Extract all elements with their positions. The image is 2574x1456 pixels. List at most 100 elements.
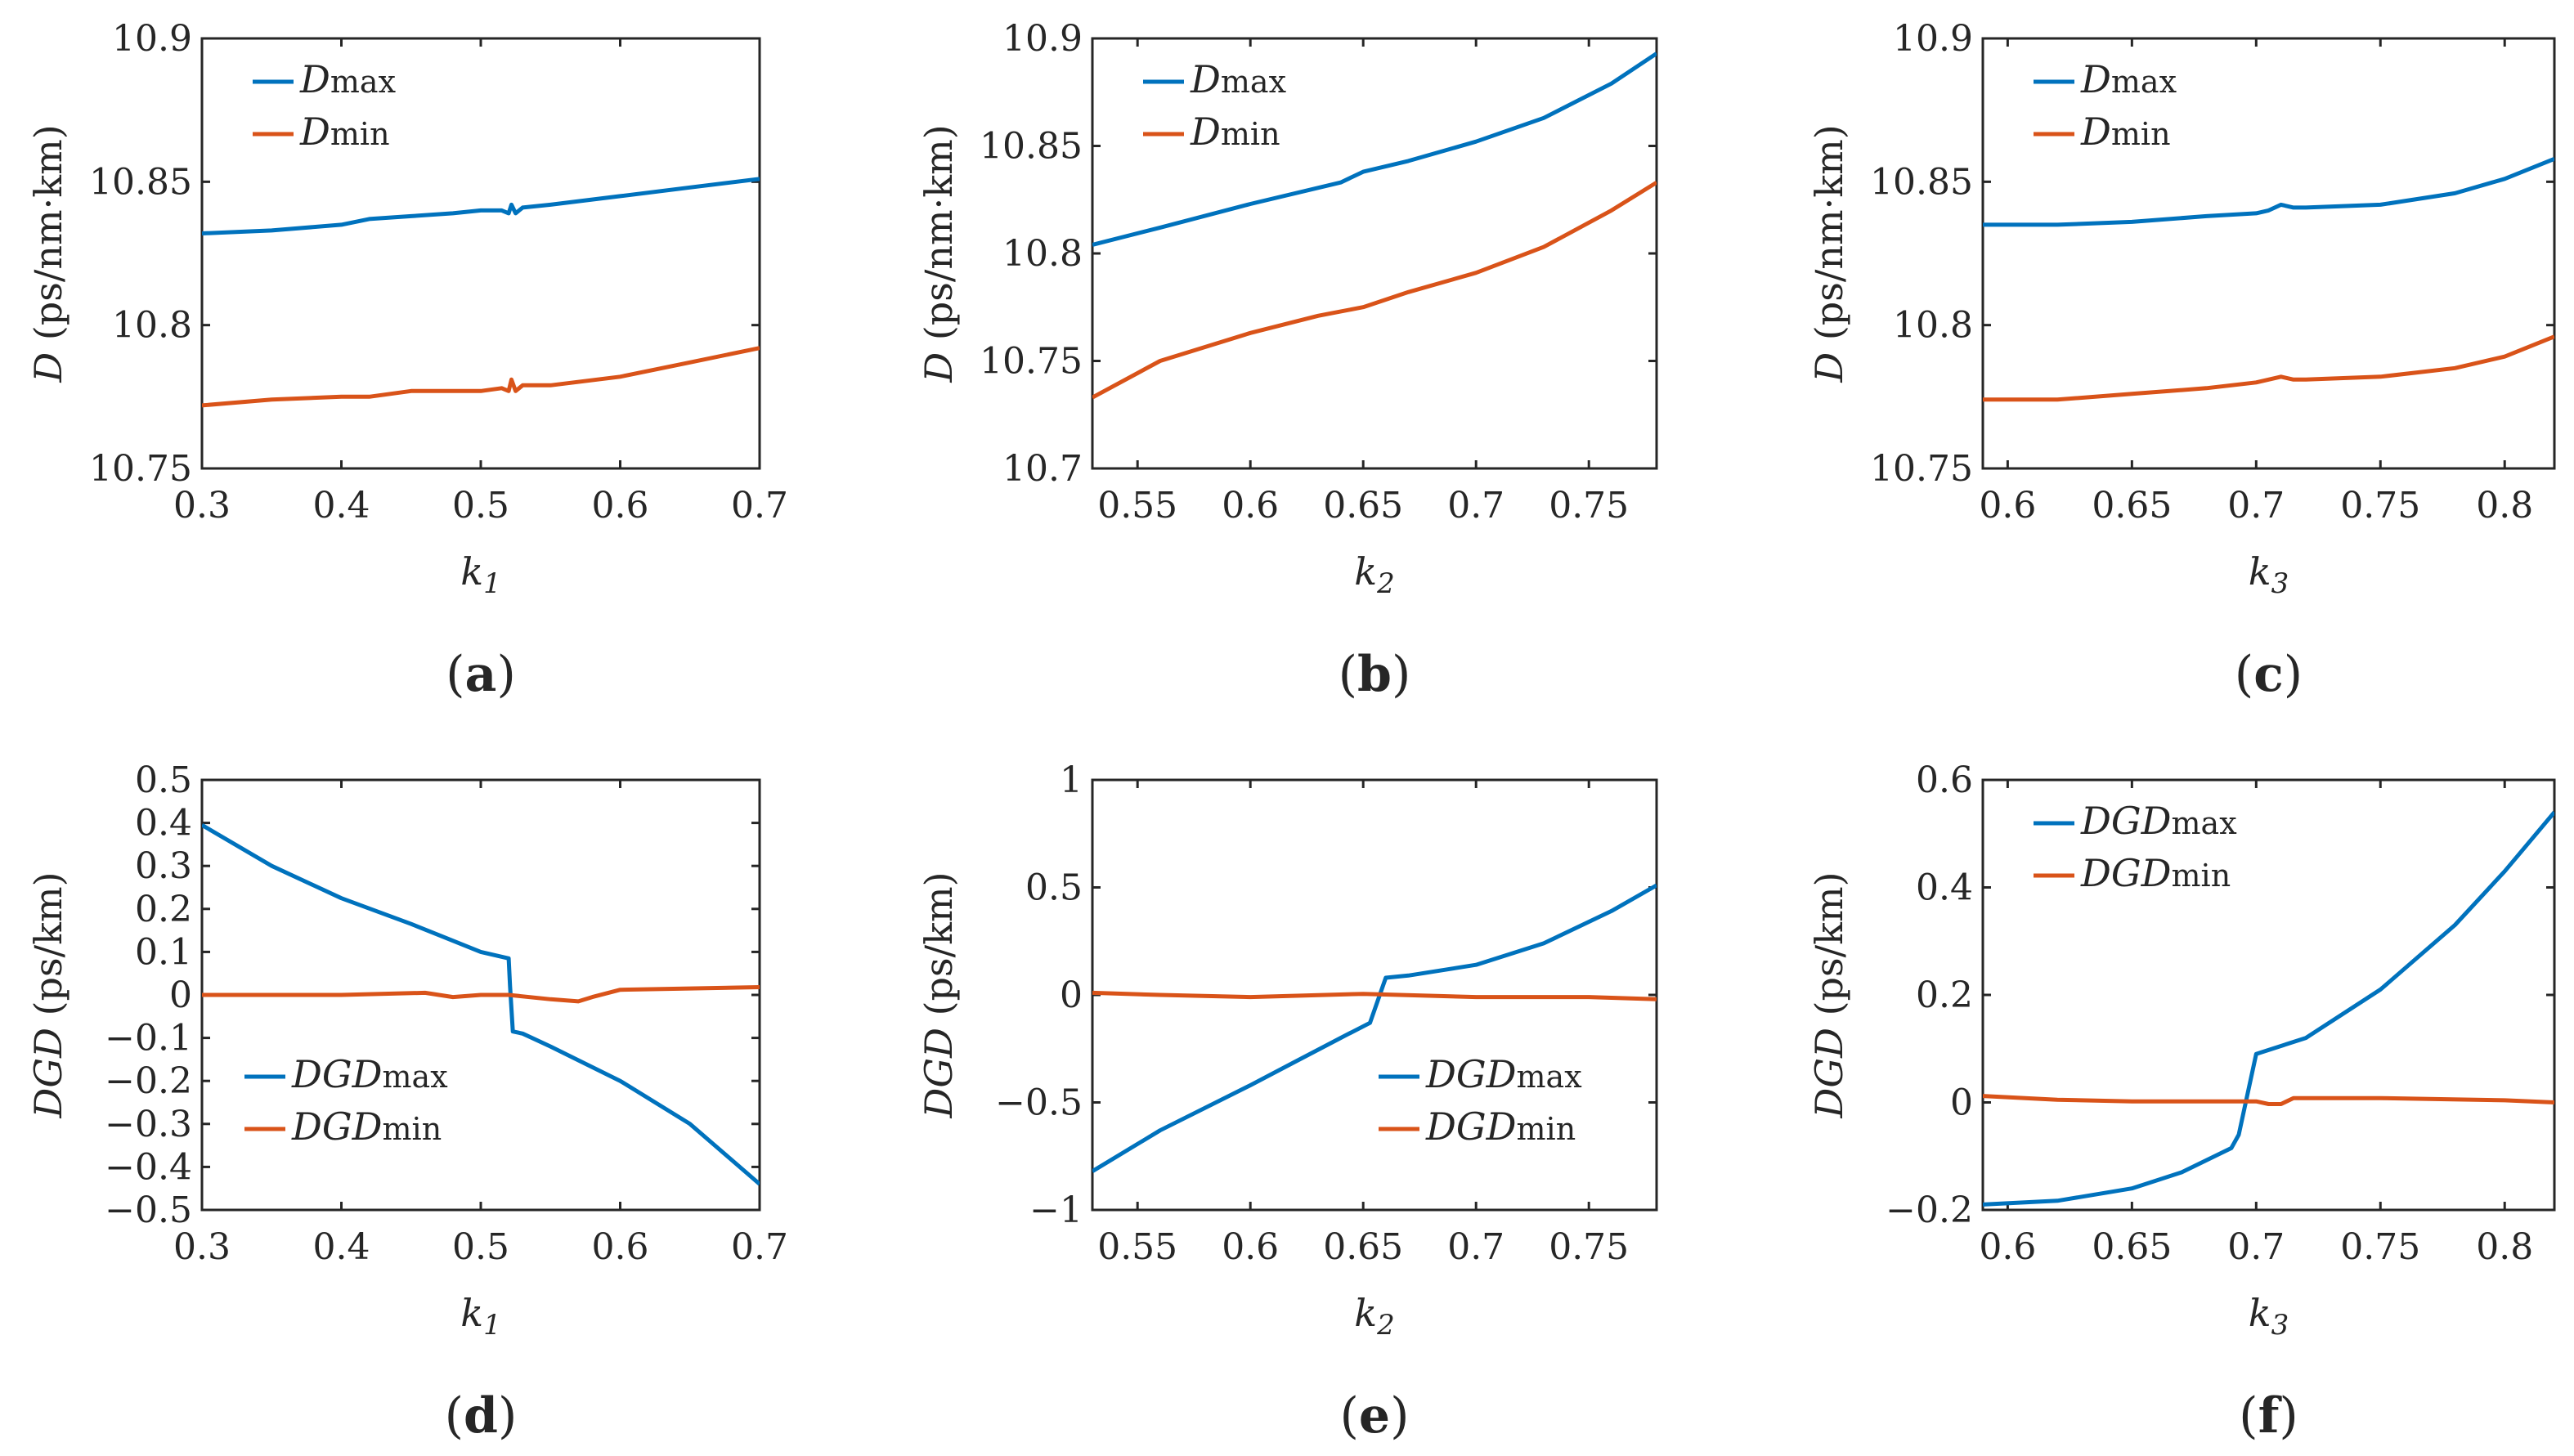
- legend-label-dgdmin: DGDmin: [291, 1104, 442, 1149]
- x-tick-label: 0.4: [313, 1226, 370, 1268]
- y-tick-label: 0.5: [1025, 867, 1083, 909]
- panel-label: (e): [1339, 1387, 1409, 1445]
- y-tick-label: −0.5: [105, 1189, 192, 1231]
- x-tick-label: 0.6: [592, 1226, 649, 1268]
- x-axis-label-base: k: [2249, 549, 2271, 594]
- legend-label-dmin: Dmin: [2080, 110, 2171, 154]
- panel-label: (f): [2239, 1387, 2298, 1445]
- series-line-dgdmax: [1983, 810, 2554, 1207]
- y-tick-label: −0.5: [995, 1082, 1083, 1124]
- panel-letter: d: [464, 1387, 498, 1445]
- series-line-dmin: [1092, 181, 1657, 400]
- panel-label: (d): [445, 1387, 518, 1445]
- series-line-dgdmin: [1983, 1094, 2554, 1106]
- y-tick-label: −0.2: [1886, 1189, 1973, 1231]
- y-axis-label-unit: (ps/nm·km): [26, 124, 70, 352]
- series-line-dmin: [1983, 334, 2554, 402]
- x-tick-label: 0.65: [2092, 1226, 2172, 1268]
- y-tick-label: 10.85: [89, 161, 192, 203]
- x-tick-label: 0.3: [173, 1226, 231, 1268]
- legend-label-sub: max: [1517, 1059, 1582, 1095]
- y-tick-label: 10.75: [1870, 448, 1973, 490]
- y-axis-label-unit: (ps/km): [26, 871, 70, 1028]
- x-tick-label: 0.8: [2476, 485, 2533, 526]
- x-tick-label: 0.4: [313, 485, 370, 526]
- y-axis-label-symbol: D: [1807, 352, 1851, 383]
- x-axis-label: k3: [2249, 549, 2289, 600]
- y-axis-label-symbol: DGD: [1807, 1028, 1851, 1119]
- legend-label-sub: min: [2111, 116, 2171, 152]
- y-tick-label: 10.7: [1002, 448, 1083, 490]
- y-tick-label: 10.8: [112, 305, 192, 347]
- legend-label-sub: max: [1221, 64, 1286, 100]
- x-tick-label: 0.75: [2340, 1226, 2420, 1268]
- x-tick-label: 0.75: [1549, 485, 1629, 526]
- chart-panel-b: 0.55 0.6 0.65 0.7 0.75 10.7 10.75 10.8 10.85 10.9…: [917, 18, 1658, 703]
- y-tick-label: 10.85: [1870, 161, 1973, 203]
- legend-label-base: D: [1190, 110, 1221, 154]
- series-line-dmax: [1092, 52, 1657, 247]
- x-axis-label-sub: 2: [1376, 1309, 1395, 1342]
- x-axis-label-sub: 2: [1376, 567, 1395, 600]
- legend-label-base: D: [2080, 110, 2111, 154]
- series-line-dmax: [202, 177, 760, 235]
- legend-label-base: D: [2080, 57, 2111, 101]
- y-axis-label-symbol: D: [26, 352, 70, 383]
- x-tick-label: 0.3: [173, 485, 231, 526]
- legend-label-sub: max: [2172, 805, 2237, 841]
- y-axis-label-unit: (ps/km): [917, 871, 961, 1028]
- x-tick-label: 0.7: [1447, 1226, 1504, 1268]
- y-tick-label: 0.5: [135, 759, 192, 801]
- series-line-dmin: [202, 346, 760, 408]
- legend-label-base: DGD: [2080, 799, 2172, 843]
- y-axis-label: D (ps/nm·km): [26, 124, 70, 383]
- x-tick-label: 0.65: [1323, 485, 1403, 526]
- x-tick-label: 0.6: [1979, 485, 2036, 526]
- legend-label-dgdmax: DGDmax: [291, 1052, 448, 1096]
- y-axis-label-symbol: DGD: [917, 1028, 961, 1119]
- panel-letter: c: [2253, 646, 2284, 703]
- y-tick-label: 1: [1060, 759, 1083, 801]
- legend-label-base: DGD: [291, 1104, 383, 1149]
- y-tick-label: 0: [1060, 974, 1083, 1016]
- y-tick-label: −0.3: [105, 1104, 192, 1145]
- y-tick-label: 0.4: [1916, 867, 1973, 909]
- plot-area: [1981, 37, 2556, 470]
- panel-label: (c): [2235, 646, 2303, 703]
- legend-label-sub: max: [2111, 64, 2177, 100]
- y-tick-label: 0.2: [1916, 974, 1973, 1016]
- x-tick-label: 0.6: [1979, 1226, 2036, 1268]
- legend-label-sub: min: [330, 116, 390, 152]
- x-axis-label-sub: 3: [2271, 1309, 2289, 1342]
- y-axis-label-symbol: DGD: [26, 1028, 70, 1119]
- legend-label-base: DGD: [2080, 851, 2172, 895]
- y-axis-label-unit: (ps/nm·km): [917, 124, 961, 352]
- legend-label-dmin: Dmin: [299, 110, 390, 154]
- y-tick-label: −1: [1029, 1189, 1083, 1231]
- panel-label: (a): [446, 646, 516, 703]
- x-axis-label: k2: [1354, 549, 1395, 600]
- y-tick-label: 0.1: [135, 931, 192, 973]
- y-tick-label: 10.9: [1893, 18, 1973, 60]
- x-axis-label-sub: 1: [483, 567, 501, 600]
- y-tick-label: 10.75: [89, 448, 192, 490]
- legend-label-base: DGD: [291, 1052, 383, 1096]
- panel-label: (b): [1339, 646, 1411, 703]
- y-axis-label-unit: (ps/nm·km): [1807, 124, 1851, 352]
- legend-label-sub: min: [1221, 116, 1280, 152]
- x-tick-label: 0.5: [452, 1226, 509, 1268]
- panel-letter: f: [2258, 1387, 2283, 1445]
- x-axis-label: k1: [460, 549, 501, 600]
- y-tick-label: 10.8: [1002, 233, 1083, 275]
- x-tick-label: 0.6: [1222, 1226, 1279, 1268]
- x-tick-label: 0.55: [1097, 485, 1177, 526]
- y-tick-label: 0: [1950, 1082, 1973, 1124]
- legend-label-dgdmin: DGDmin: [2080, 851, 2231, 895]
- chart-panel-a: 0.3 0.4 0.5 0.6 0.7 10.75 10.8 10.85 10.9 k1 D (ps…: [26, 18, 788, 703]
- x-axis-label-base: k: [460, 549, 483, 594]
- panel-letter: a: [465, 646, 497, 703]
- y-tick-label: −0.4: [105, 1146, 192, 1188]
- x-tick-label: 0.6: [592, 485, 649, 526]
- x-axis-label-base: k: [2249, 1291, 2271, 1335]
